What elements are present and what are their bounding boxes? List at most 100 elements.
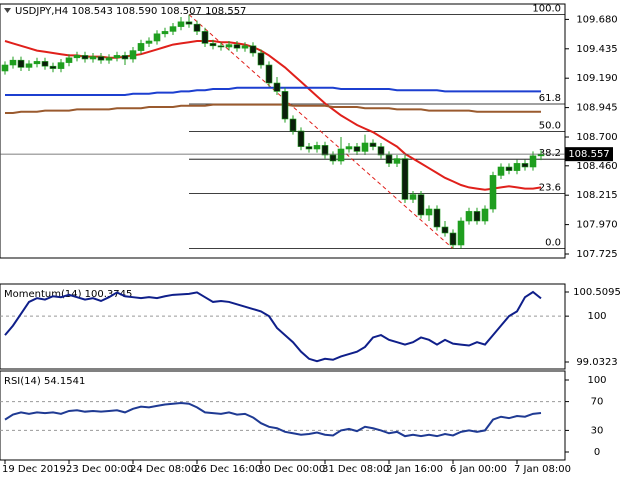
fib-label: 38.2 — [539, 148, 561, 159]
candle-body — [449, 232, 457, 246]
candle-body — [513, 163, 521, 171]
candle-body — [105, 57, 113, 61]
candle-body — [1, 64, 9, 72]
candle-body — [241, 45, 249, 49]
candle-body — [473, 211, 481, 222]
rsi-line — [4, 402, 542, 438]
moving-average — [5, 86, 541, 96]
candle-body — [321, 145, 329, 156]
y-tick-label: 107.725 — [576, 249, 617, 260]
x-tick-label: 26 Dec 16:00 — [194, 464, 261, 475]
y-tick-label: 109.190 — [576, 73, 617, 84]
candle-body — [369, 142, 377, 147]
candle-body — [145, 40, 153, 44]
y-tick-label: 108.700 — [576, 132, 617, 143]
fib-label: 50.0 — [539, 121, 561, 132]
candle-body — [457, 220, 465, 246]
candle-body — [209, 43, 217, 47]
y-tick-label: 108.460 — [576, 161, 617, 172]
y-tick-label: 70 — [591, 397, 604, 408]
price-box — [565, 147, 613, 162]
candle-body — [217, 45, 225, 48]
candle-body — [57, 62, 65, 69]
candle-body — [441, 226, 449, 234]
x-tick-label: 23 Dec 00:00 — [66, 464, 133, 475]
candle-body — [201, 31, 209, 44]
y-tick-label: 100 — [587, 375, 606, 386]
x-tick-label: 7 Jan 08:00 — [514, 464, 571, 475]
x-tick-label: 2 Jan 16:00 — [386, 464, 443, 475]
candle-body — [417, 194, 425, 216]
candle-body — [489, 175, 497, 210]
candle-body — [401, 158, 409, 200]
y-tick-label: 99.0323 — [576, 357, 617, 368]
y-tick-label: 0 — [594, 447, 600, 458]
candle-body — [89, 56, 97, 60]
y-tick-label: 107.970 — [576, 220, 617, 231]
rsi-frame — [0, 370, 566, 461]
chart-title: USDJPY,H4 108.543 108.590 108.507 108.55… — [15, 6, 246, 17]
candle-body — [353, 146, 361, 152]
fib-label: 61.8 — [539, 93, 561, 104]
fib-trendline — [188, 14, 454, 249]
candle-body — [297, 130, 305, 147]
candle-body — [313, 145, 321, 150]
candle-body — [521, 163, 529, 168]
x-tick-label: 24 Dec 08:00 — [130, 464, 197, 475]
candle-body — [161, 31, 169, 35]
candle-body — [529, 155, 537, 168]
candle-body — [281, 91, 289, 120]
candle-body — [385, 154, 393, 164]
momentum-line — [4, 290, 542, 363]
x-tick-label: 19 Dec 2019 — [2, 464, 66, 475]
candle-body — [97, 56, 105, 61]
candle-body — [25, 63, 33, 68]
candle-body — [377, 146, 385, 156]
x-tick-label: 30 Dec 00:00 — [258, 464, 325, 475]
y-tick-label: 109.435 — [576, 44, 617, 55]
candle-body — [81, 55, 89, 60]
symbol-icon — [4, 8, 11, 13]
candle-body — [273, 82, 281, 92]
y-tick-label: 100.5095 — [573, 287, 621, 298]
candle-body — [257, 52, 265, 66]
candle-body — [433, 208, 441, 228]
fib-label: 23.6 — [539, 182, 561, 193]
fib-label: 0.0 — [545, 238, 561, 249]
candle-body — [465, 211, 473, 222]
candle-body — [249, 45, 257, 54]
candle-body — [113, 55, 121, 59]
candle-body — [409, 194, 417, 200]
candle-body — [73, 55, 81, 59]
candle-body — [33, 61, 41, 65]
candle-body — [497, 166, 505, 176]
moving-average — [5, 103, 541, 114]
candle-body — [425, 208, 433, 216]
candle-body — [17, 59, 25, 68]
candle-body — [153, 33, 161, 42]
candle-body — [49, 65, 57, 69]
candle-body — [505, 166, 513, 171]
candle-body — [177, 21, 185, 27]
rsi-title: RSI(14) 54.1541 — [4, 376, 85, 387]
candle-body — [329, 154, 337, 162]
candle-body — [361, 142, 369, 152]
candle-body — [185, 21, 193, 25]
candle-body — [129, 50, 137, 60]
moving-average — [4, 40, 542, 191]
candle-body — [225, 44, 233, 48]
candle-body — [137, 43, 145, 51]
y-tick-label: 100 — [587, 311, 606, 322]
candle-body — [305, 146, 313, 150]
candle-body — [193, 23, 201, 32]
x-tick-label: 31 Dec 08:00 — [322, 464, 389, 475]
candle-body — [481, 208, 489, 222]
y-tick-label: 108.945 — [576, 103, 617, 114]
fib-label: 100.0 — [532, 4, 561, 15]
candle-body — [169, 26, 177, 32]
y-tick-label: 109.680 — [576, 14, 617, 25]
candle-body — [65, 57, 73, 63]
candle-body — [233, 44, 241, 49]
